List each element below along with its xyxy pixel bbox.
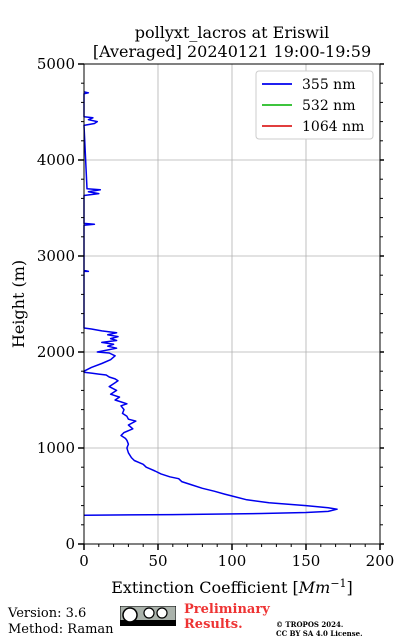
y-tick-label: 2000 — [37, 343, 75, 361]
x-tick-label: 100 — [218, 552, 247, 570]
preliminary-line2: Results. — [184, 617, 243, 632]
version-text: Version: 3.6 — [8, 606, 87, 621]
x-axis-label: Extinction Coefficient [Mm−1] — [111, 577, 353, 597]
legend-label: 355 nm — [302, 77, 355, 93]
preliminary-line1: Preliminary — [184, 602, 270, 617]
copyright-line2: CC BY SA 4.0 License. — [276, 629, 363, 638]
chart-title-line2: [Averaged] 20240121 19:00-19:59 — [93, 42, 371, 61]
chart-title-line1: pollyxt_lacros at Eriswil — [135, 23, 329, 42]
legend-box — [255, 70, 374, 140]
series-line-355-nm — [83, 91, 338, 516]
x-tick-label: 0 — [79, 552, 89, 570]
legend-label: 1064 nm — [302, 119, 364, 135]
x-tick-label: 150 — [292, 552, 321, 570]
y-tick-label: 5000 — [37, 55, 75, 73]
y-axis-label: Height (m) — [9, 260, 28, 348]
copyright-line1: © TROPOS 2024. — [276, 620, 344, 629]
x-axis-label-exponent: −1 — [330, 577, 346, 590]
x-tick-label: 50 — [148, 552, 167, 570]
legend-label: 532 nm — [302, 98, 355, 114]
x-tick-label: 200 — [366, 552, 395, 570]
method-text: Method: Raman — [8, 622, 114, 637]
y-tick-label: 0 — [65, 535, 75, 553]
y-tick-label: 1000 — [37, 439, 75, 457]
copyright-notice: © TROPOS 2024. CC BY SA 4.0 License. — [276, 620, 363, 638]
y-tick-label: 3000 — [37, 247, 75, 265]
x-axis-label-text: Extinction Coefficient [ — [111, 578, 299, 597]
preliminary-results-note: Preliminary Results. — [184, 602, 270, 632]
x-axis-label-close: ] — [347, 578, 353, 597]
data-series — [83, 91, 338, 516]
legend: 355 nm 532 nm 1064 nm — [255, 70, 374, 140]
x-axis-label-unit: Mm — [298, 578, 331, 597]
cc-by-sa-license-icon — [120, 606, 176, 626]
extinction-profile-chart: pollyxt_lacros at Eriswil [Averaged] 202… — [9, 23, 395, 597]
y-tick-label: 4000 — [37, 151, 75, 169]
